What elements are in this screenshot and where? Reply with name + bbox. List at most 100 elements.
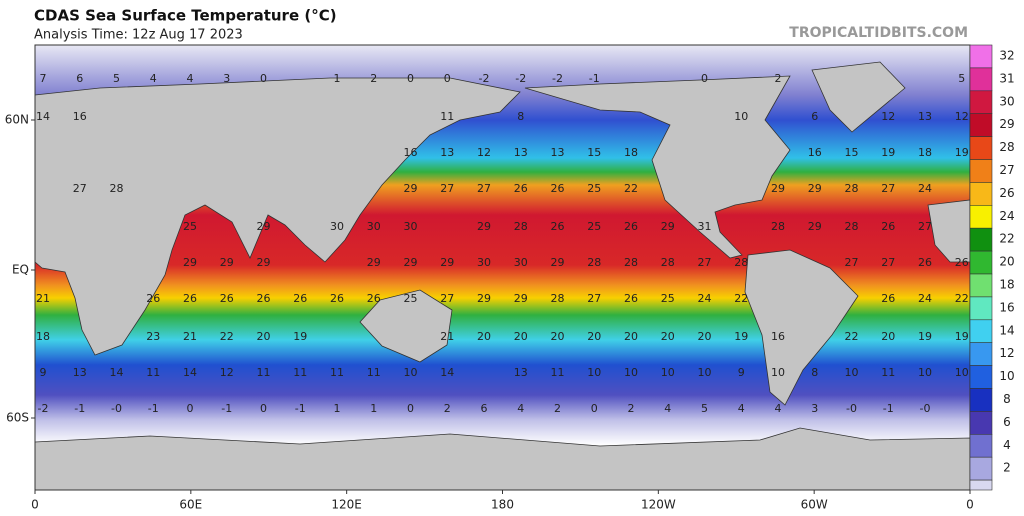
sst-label: 29 bbox=[771, 182, 785, 195]
sst-label: 10 bbox=[771, 366, 785, 379]
sst-label: 13 bbox=[551, 146, 565, 159]
sst-label: 0 bbox=[260, 72, 267, 85]
sst-label: 30 bbox=[514, 256, 528, 269]
sst-label: 29 bbox=[514, 292, 528, 305]
sst-label: 26 bbox=[624, 292, 638, 305]
sst-label: 14 bbox=[440, 366, 454, 379]
sst-label: 6 bbox=[811, 110, 818, 123]
sst-label: 26 bbox=[146, 292, 160, 305]
sst-label: 5 bbox=[113, 72, 120, 85]
sst-label: 10 bbox=[661, 366, 675, 379]
sst-label: 24 bbox=[918, 182, 932, 195]
sst-label: 22 bbox=[624, 182, 638, 195]
sst-label: 20 bbox=[661, 330, 675, 343]
colorbar-label: 27 bbox=[999, 163, 1014, 177]
australia bbox=[359, 289, 453, 363]
subtitle: Analysis Time: 12z Aug 17 2023 bbox=[34, 28, 243, 43]
colorbar-label: 18 bbox=[999, 278, 1014, 292]
sst-label: 28 bbox=[734, 256, 748, 269]
greenland bbox=[811, 61, 906, 133]
colorbar-box bbox=[969, 250, 993, 275]
sst-label: 26 bbox=[624, 220, 638, 233]
sst-label: 27 bbox=[918, 220, 932, 233]
sst-label: 29 bbox=[183, 256, 197, 269]
sst-label: 29 bbox=[220, 256, 234, 269]
sst-label: 27 bbox=[73, 182, 87, 195]
sst-label: 21 bbox=[36, 292, 50, 305]
sst-label: 26 bbox=[183, 292, 197, 305]
sst-label: 19 bbox=[293, 330, 307, 343]
sst-label: 0 bbox=[701, 72, 708, 85]
sst-label: 18 bbox=[624, 146, 638, 159]
sst-label: 28 bbox=[845, 220, 859, 233]
sst-label: 5 bbox=[958, 72, 965, 85]
sst-label: 26 bbox=[257, 292, 271, 305]
sst-label: 13 bbox=[73, 366, 87, 379]
sst-label: 12 bbox=[955, 110, 969, 123]
colorbar-box bbox=[969, 479, 993, 491]
sst-label: 19 bbox=[955, 330, 969, 343]
sst-label: 14 bbox=[183, 366, 197, 379]
sst-label: 28 bbox=[771, 220, 785, 233]
sst-label: 24 bbox=[698, 292, 712, 305]
sst-label: 22 bbox=[220, 330, 234, 343]
sst-label: 26 bbox=[220, 292, 234, 305]
sst-label: 3 bbox=[811, 402, 818, 415]
sst-label: -2 bbox=[479, 72, 490, 85]
sst-label: 27 bbox=[440, 182, 454, 195]
colorbar-box bbox=[969, 159, 993, 183]
sst-label: 12 bbox=[477, 146, 491, 159]
colorbar-box bbox=[969, 296, 993, 321]
sst-label: 11 bbox=[146, 366, 160, 379]
sst-label: 27 bbox=[881, 256, 895, 269]
sst-label: 29 bbox=[404, 256, 418, 269]
sst-label: 20 bbox=[698, 330, 712, 343]
sst-label: 29 bbox=[808, 182, 822, 195]
sst-label: 0 bbox=[187, 402, 194, 415]
sst-label: 21 bbox=[440, 330, 454, 343]
sst-label: 16 bbox=[73, 110, 87, 123]
lat-label: 60N bbox=[5, 113, 29, 127]
sst-label: 26 bbox=[955, 256, 969, 269]
colorbar: 32 31 30 29 28 27 26 24 22 20 18 16 14 12 10 8 6 4 2 bbox=[969, 44, 1015, 491]
south-america bbox=[744, 249, 859, 406]
sst-label: 13 bbox=[918, 110, 932, 123]
sst-label: 16 bbox=[404, 146, 418, 159]
sst-label: 13 bbox=[440, 146, 454, 159]
sst-label: 10 bbox=[955, 366, 969, 379]
colorbar-box bbox=[969, 433, 993, 458]
sst-label: 21 bbox=[183, 330, 197, 343]
lon-label: 120E bbox=[331, 498, 362, 512]
colorbar-label: 31 bbox=[999, 71, 1014, 85]
colorbar-label: 12 bbox=[999, 346, 1014, 360]
colorbar-box bbox=[969, 456, 993, 481]
colorbar-box bbox=[969, 342, 993, 366]
sst-label: 26 bbox=[881, 220, 895, 233]
sst-label: 11 bbox=[367, 366, 381, 379]
sst-label: 7 bbox=[40, 72, 47, 85]
sst-label: 20 bbox=[881, 330, 895, 343]
colorbar-label: 10 bbox=[999, 369, 1014, 383]
sst-label: 26 bbox=[881, 292, 895, 305]
sst-label: 1 bbox=[334, 402, 341, 415]
sst-label: -1 bbox=[74, 402, 85, 415]
sst-label: 0 bbox=[591, 402, 598, 415]
sst-label: 25 bbox=[661, 292, 675, 305]
sst-label: 14 bbox=[36, 110, 50, 123]
sst-label: 19 bbox=[734, 330, 748, 343]
sst-label: 4 bbox=[517, 402, 524, 415]
sst-label: 26 bbox=[551, 182, 565, 195]
sst-label: 2 bbox=[775, 72, 782, 85]
sst-label: 28 bbox=[624, 256, 638, 269]
sst-label: 29 bbox=[367, 256, 381, 269]
sst-label: 8 bbox=[517, 110, 524, 123]
sst-label: 28 bbox=[845, 182, 859, 195]
sst-label: 10 bbox=[918, 366, 932, 379]
sst-label: 10 bbox=[734, 110, 748, 123]
sst-label: 4 bbox=[738, 402, 745, 415]
sst-label: 25 bbox=[587, 220, 601, 233]
sst-label: 6 bbox=[481, 402, 488, 415]
sst-label: 0 bbox=[260, 402, 267, 415]
sst-label: 30 bbox=[477, 256, 491, 269]
